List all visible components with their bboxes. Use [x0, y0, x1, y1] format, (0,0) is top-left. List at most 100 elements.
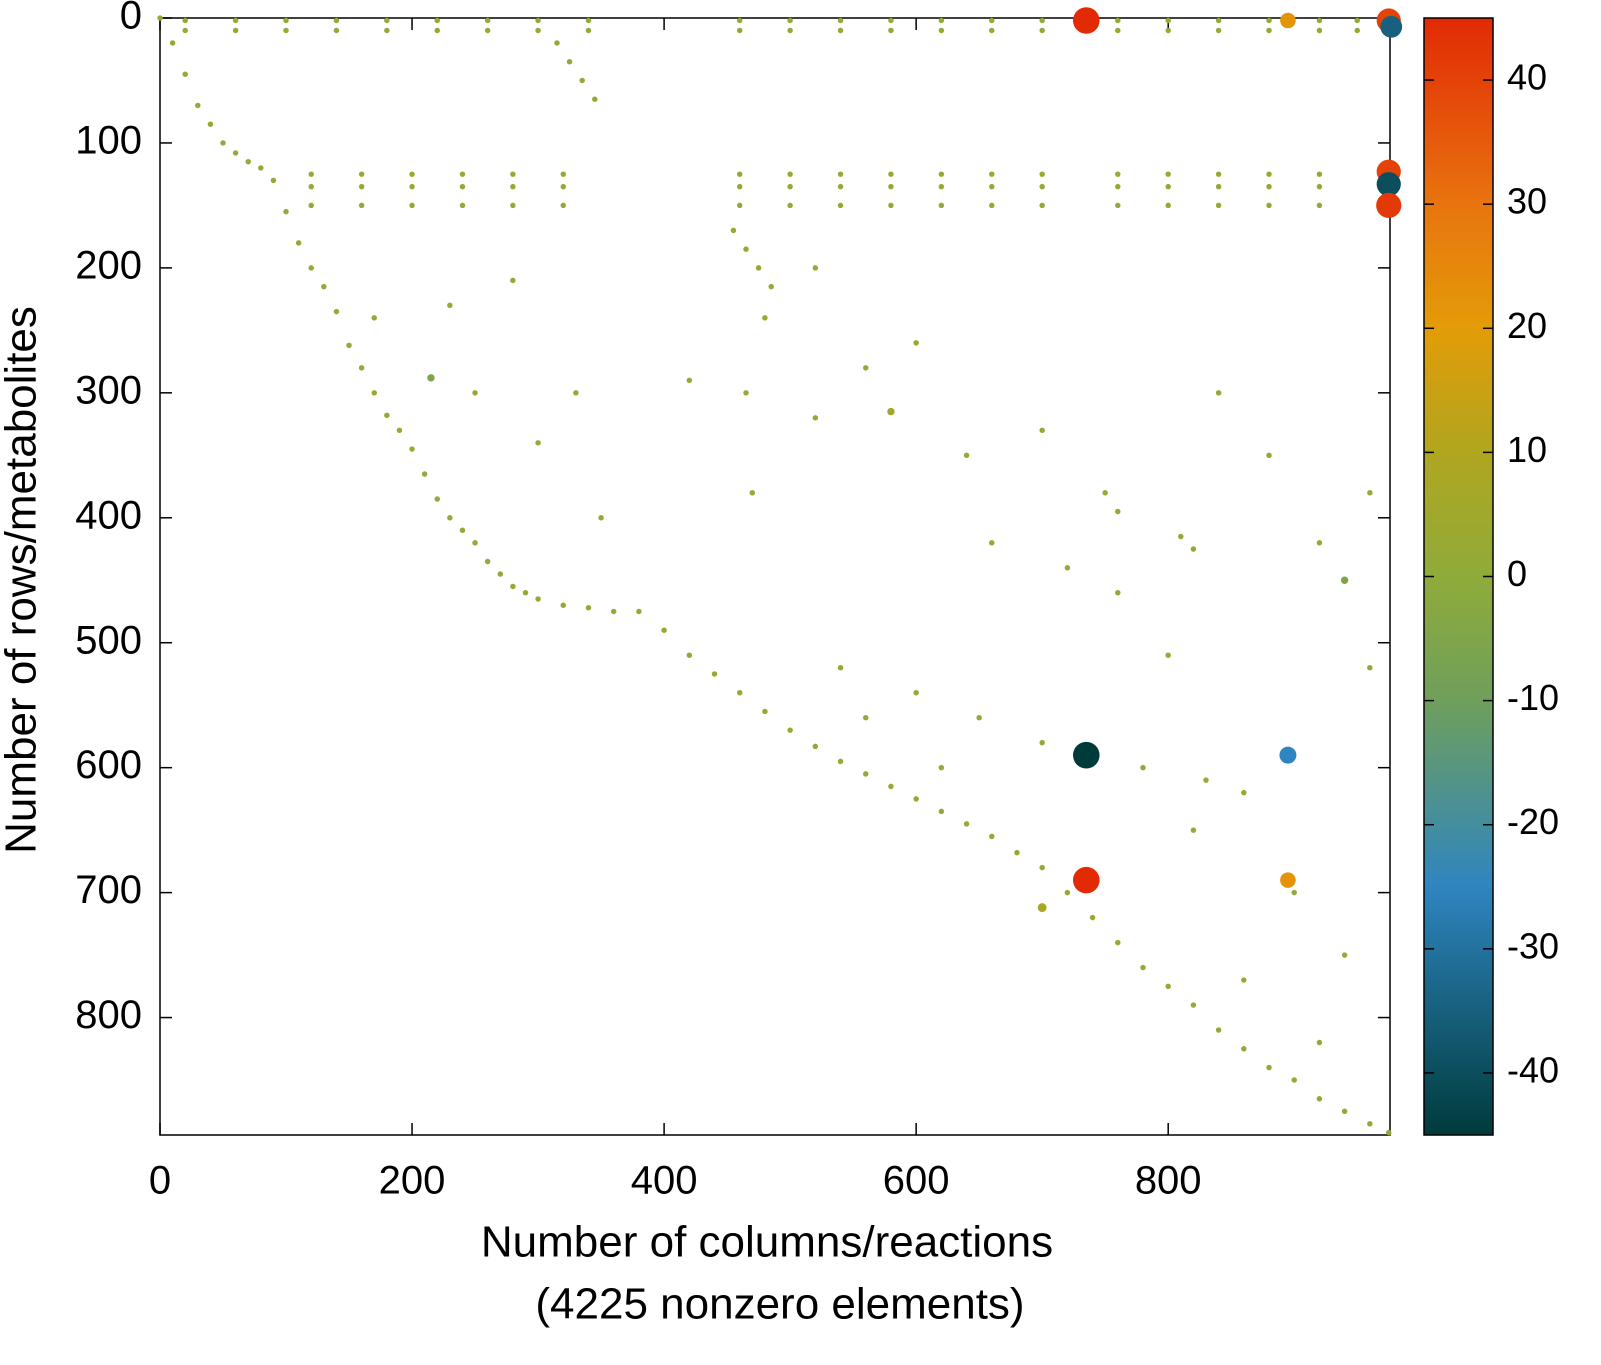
point [522, 590, 529, 596]
point [358, 365, 365, 371]
point [1354, 27, 1360, 34]
point [195, 102, 201, 109]
point [989, 833, 995, 840]
point [888, 171, 894, 177]
point [1266, 1064, 1272, 1071]
point [592, 96, 598, 102]
point [938, 808, 945, 815]
point [1115, 171, 1121, 177]
point [1190, 546, 1197, 552]
point [1316, 1039, 1323, 1046]
point [938, 183, 945, 190]
point [1316, 27, 1323, 34]
point [888, 783, 894, 790]
point [1014, 849, 1020, 856]
colorbar-tick-label: 40 [1507, 57, 1547, 98]
plot-frame [159, 17, 1391, 1136]
point [1190, 827, 1197, 833]
point [913, 796, 919, 802]
point [787, 202, 793, 209]
point [1340, 576, 1349, 584]
colorbar-tick-label: 0 [1507, 553, 1527, 594]
point [1102, 490, 1108, 496]
colorbar [1423, 17, 1494, 1136]
colorbar-tick-label: -10 [1507, 677, 1559, 718]
point [358, 202, 365, 209]
point [1380, 15, 1403, 38]
point [1072, 741, 1100, 769]
y-axis-title: Number of rows/metabolites [0, 306, 46, 854]
point [743, 390, 749, 396]
point [1115, 27, 1121, 34]
point [1280, 12, 1296, 29]
point [396, 427, 403, 434]
point [497, 571, 504, 577]
point [736, 689, 743, 696]
colorbar-tick-label: 10 [1507, 429, 1547, 470]
point [447, 515, 453, 521]
point [1115, 17, 1121, 24]
point [484, 27, 491, 34]
point [1367, 1121, 1373, 1127]
point [1316, 202, 1323, 209]
point [1203, 777, 1209, 783]
point [1165, 652, 1171, 658]
point [510, 183, 516, 190]
point [989, 202, 995, 209]
point [1367, 490, 1373, 496]
point [308, 265, 314, 271]
point [1266, 183, 1272, 190]
point [989, 171, 995, 177]
colorbar-tick-label: -40 [1507, 1049, 1559, 1090]
point [182, 71, 188, 77]
point [1039, 27, 1045, 34]
point [1215, 390, 1222, 396]
point [1341, 1108, 1348, 1115]
point [686, 652, 693, 658]
point [749, 490, 756, 496]
point [1039, 202, 1045, 209]
point [434, 496, 440, 502]
point [837, 758, 844, 765]
point [510, 171, 516, 177]
point [1115, 202, 1121, 209]
point [1115, 508, 1121, 515]
point [913, 340, 919, 346]
point [1316, 183, 1323, 190]
y-tick-label: 0 [120, 0, 142, 38]
point [573, 390, 579, 396]
point [1241, 977, 1247, 983]
point [837, 202, 844, 209]
point [1291, 1077, 1297, 1083]
point [308, 183, 314, 190]
point [1215, 171, 1222, 177]
point [862, 365, 869, 371]
point [1165, 171, 1171, 177]
point [989, 540, 995, 546]
point [371, 315, 377, 321]
point [333, 27, 340, 34]
point [182, 17, 188, 24]
point [1037, 903, 1047, 913]
y-tick-label: 200 [75, 243, 142, 287]
point [1215, 183, 1222, 190]
point [913, 689, 919, 696]
point [736, 171, 743, 177]
point [384, 412, 390, 419]
point [938, 202, 945, 209]
point [579, 77, 585, 84]
point [1165, 202, 1171, 209]
colorbar-tick-label: 30 [1507, 181, 1547, 222]
x-tick-label: 0 [149, 1159, 171, 1203]
point [837, 171, 844, 177]
point [1354, 17, 1360, 24]
point [938, 27, 945, 34]
x-tick-label: 800 [1135, 1159, 1202, 1203]
point [484, 17, 491, 24]
point [409, 183, 415, 190]
point [585, 604, 592, 611]
point [371, 390, 377, 396]
point [837, 17, 844, 24]
point [1266, 452, 1272, 459]
point [730, 227, 737, 234]
